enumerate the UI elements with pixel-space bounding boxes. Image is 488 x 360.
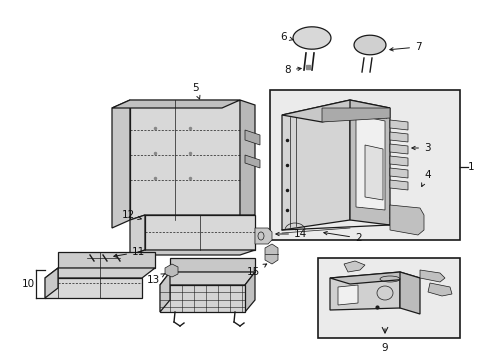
Polygon shape xyxy=(160,285,244,312)
Polygon shape xyxy=(145,215,254,250)
Polygon shape xyxy=(282,100,389,122)
Polygon shape xyxy=(254,228,271,244)
Text: 8: 8 xyxy=(284,65,301,75)
Polygon shape xyxy=(427,283,451,296)
Polygon shape xyxy=(130,100,240,220)
Text: 4: 4 xyxy=(421,170,430,186)
Text: 13: 13 xyxy=(146,274,165,285)
Polygon shape xyxy=(321,108,389,122)
Text: 10: 10 xyxy=(21,279,35,289)
Polygon shape xyxy=(389,132,407,142)
Polygon shape xyxy=(389,205,423,235)
Polygon shape xyxy=(244,272,254,312)
Polygon shape xyxy=(355,115,384,210)
Text: 9: 9 xyxy=(381,343,387,353)
Polygon shape xyxy=(282,100,349,230)
Polygon shape xyxy=(130,250,254,255)
Polygon shape xyxy=(353,35,385,55)
Polygon shape xyxy=(389,168,407,178)
Polygon shape xyxy=(269,90,459,240)
Polygon shape xyxy=(130,215,145,255)
Polygon shape xyxy=(45,268,58,298)
Polygon shape xyxy=(364,145,382,200)
Polygon shape xyxy=(170,258,254,272)
Text: 14: 14 xyxy=(275,229,306,239)
Polygon shape xyxy=(160,272,170,312)
Polygon shape xyxy=(160,272,254,285)
Polygon shape xyxy=(343,261,364,272)
Polygon shape xyxy=(329,272,419,284)
Text: 5: 5 xyxy=(192,83,200,99)
Polygon shape xyxy=(264,244,278,264)
Text: 7: 7 xyxy=(389,42,421,52)
Polygon shape xyxy=(58,252,155,268)
Text: 3: 3 xyxy=(411,143,430,153)
Polygon shape xyxy=(45,278,142,298)
Polygon shape xyxy=(317,258,459,338)
Text: 11: 11 xyxy=(114,247,145,257)
Polygon shape xyxy=(349,100,389,225)
Text: 12: 12 xyxy=(122,210,141,220)
Polygon shape xyxy=(130,215,254,220)
Polygon shape xyxy=(164,264,178,277)
Text: 15: 15 xyxy=(246,264,266,277)
Polygon shape xyxy=(419,270,444,282)
Polygon shape xyxy=(389,156,407,166)
Polygon shape xyxy=(329,272,399,310)
Polygon shape xyxy=(399,272,419,314)
Text: 1: 1 xyxy=(467,162,473,172)
Polygon shape xyxy=(45,268,155,278)
Polygon shape xyxy=(292,27,330,49)
Polygon shape xyxy=(244,155,260,168)
Polygon shape xyxy=(244,130,260,145)
Polygon shape xyxy=(240,100,254,220)
Text: 2: 2 xyxy=(323,231,361,243)
Polygon shape xyxy=(112,100,240,108)
Polygon shape xyxy=(112,100,130,228)
Polygon shape xyxy=(389,180,407,190)
Polygon shape xyxy=(389,120,407,130)
Polygon shape xyxy=(389,144,407,154)
Polygon shape xyxy=(337,285,357,305)
Text: 6: 6 xyxy=(280,32,292,42)
